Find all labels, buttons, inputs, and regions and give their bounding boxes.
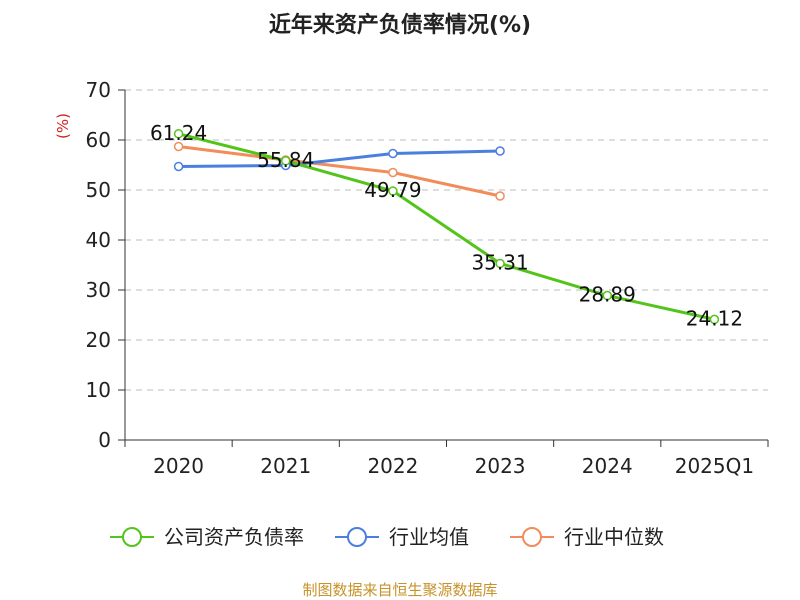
y-tick-label: 40 — [86, 228, 111, 252]
y-tick-label: 20 — [86, 328, 111, 352]
data-point — [709, 314, 720, 325]
data-label: 24.12 — [686, 306, 743, 330]
data-point — [173, 161, 184, 172]
x-tick-label: 2025Q1 — [675, 454, 754, 478]
series-line — [178, 145, 501, 198]
series-lines — [173, 129, 720, 325]
legend-marker-icon — [122, 527, 142, 547]
legend-label: 公司资产负债率 — [164, 525, 304, 549]
data-label: 28.89 — [579, 283, 636, 307]
data-labels: 61.24 55.84 49.79 35.31 28.89 24.12 — [150, 121, 743, 331]
data-point — [173, 141, 184, 152]
x-tick-label: 2024 — [582, 454, 633, 478]
data-label: 49.79 — [364, 178, 421, 202]
source-note: 制图数据来自恒生聚源数据库 — [302, 581, 497, 599]
data-label: 61.24 — [150, 121, 207, 145]
chart-title: 近年来资产负债率情况(%) — [269, 12, 531, 38]
y-tick-label: 60 — [86, 128, 111, 152]
x-tick-label: 2021 — [260, 454, 311, 478]
y-axis-label: (%) — [54, 113, 72, 139]
series-line — [178, 132, 715, 321]
grid — [125, 89, 768, 391]
legend-item: 公司资产负债率 — [110, 525, 304, 549]
y-tick-label: 50 — [86, 178, 111, 202]
data-point — [495, 191, 505, 201]
series-line — [178, 149, 501, 168]
data-point — [388, 167, 398, 178]
legend-label: 行业中位数 — [564, 525, 664, 549]
data-point — [495, 258, 505, 269]
y-tick-label: 0 — [98, 428, 111, 452]
legend-marker-icon — [347, 527, 367, 547]
x-tick-label: 2023 — [475, 454, 526, 478]
data-point — [602, 290, 612, 301]
data-point — [388, 186, 398, 196]
x-tick-label: 2020 — [153, 454, 204, 478]
data-point — [173, 129, 184, 139]
data-label: 35.31 — [471, 250, 528, 274]
legend-marker-icon — [522, 527, 542, 547]
legend-item: 行业均值 — [335, 525, 469, 549]
legend-label: 行业均值 — [389, 525, 469, 549]
legend: 公司资产负债率 行业均值 行业中位数 — [110, 525, 664, 549]
y-tick-label: 10 — [86, 378, 111, 402]
y-tick-label: 70 — [86, 78, 111, 102]
data-label: 55.84 — [257, 148, 314, 172]
data-point — [495, 146, 505, 156]
data-point — [281, 156, 291, 166]
axes: 0 10 20 30 40 50 60 70 2020 2021 2022 2023 2024 2025Q… — [86, 78, 769, 478]
y-tick-label: 30 — [86, 278, 111, 302]
legend-item: 行业中位数 — [510, 525, 664, 549]
data-point — [388, 148, 398, 159]
x-tick-label: 2022 — [367, 454, 418, 478]
